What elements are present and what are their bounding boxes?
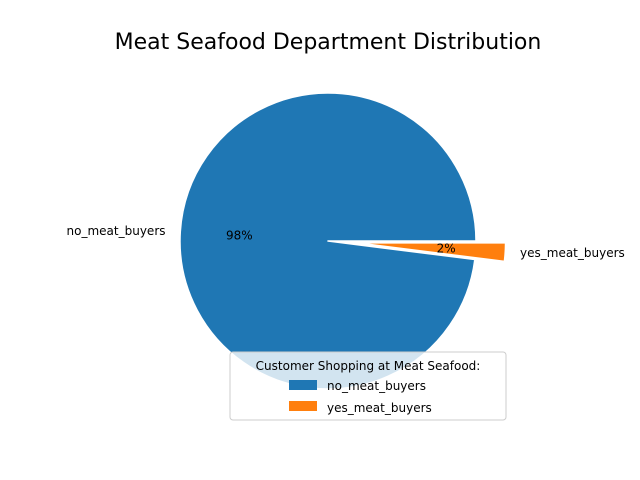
pie-slice-no-meat-buyers bbox=[179, 92, 477, 390]
legend-entry-yes-meat-buyers: yes_meat_buyers bbox=[327, 401, 432, 415]
category-label-no-meat-buyers: no_meat_buyers bbox=[67, 224, 166, 238]
percent-label-no-meat-buyers: 98% bbox=[226, 228, 253, 242]
category-label-yes-meat-buyers: yes_meat_buyers bbox=[520, 246, 625, 260]
pie-labels: no_meat_buyers 98% yes_meat_buyers 2% bbox=[67, 224, 625, 260]
legend-entry-no-meat-buyers: no_meat_buyers bbox=[327, 379, 426, 393]
percent-label-yes-meat-buyers: 2% bbox=[437, 241, 456, 255]
legend-title: Customer Shopping at Meat Seafood: bbox=[256, 359, 481, 373]
pie-slice-yes-meat-buyers bbox=[356, 242, 507, 263]
legend: Customer Shopping at Meat Seafood: no_me… bbox=[229, 351, 507, 421]
legend-swatch-yes-meat-buyers bbox=[289, 401, 317, 411]
chart-title: Meat Seafood Department Distribution bbox=[115, 30, 542, 55]
legend-swatch-no-meat-buyers bbox=[289, 380, 317, 390]
